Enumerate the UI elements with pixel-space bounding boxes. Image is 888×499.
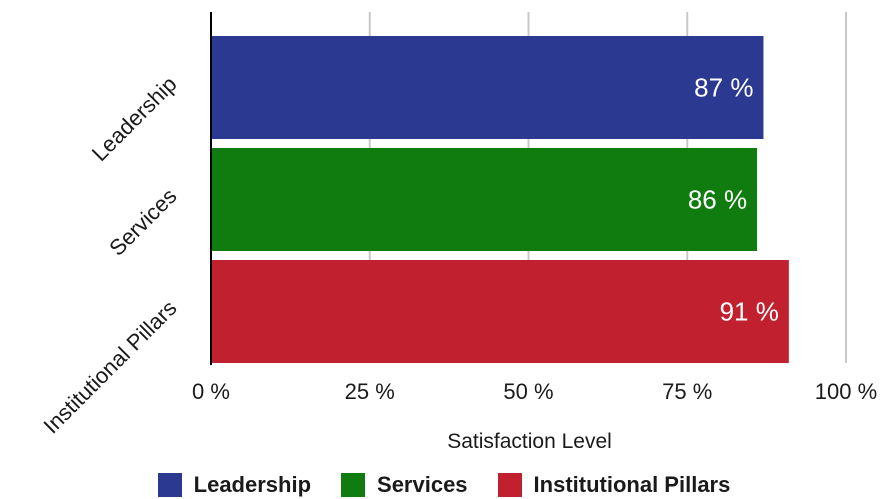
bar-services[interactable]: [211, 148, 758, 251]
legend-swatch-leadership: [157, 472, 182, 497]
x-tick-label: 0 %: [192, 379, 230, 404]
legend-swatch-institutional-pillars: [497, 472, 522, 497]
y-tick-label: Institutional Pillars: [38, 295, 181, 438]
x-axis-title: Satisfaction Level: [447, 430, 612, 453]
y-tick-label: Services: [104, 183, 181, 260]
legend-label-leadership: Leadership: [193, 471, 312, 497]
data-label: 91 %: [720, 297, 779, 327]
legend: Leadership Services Institutional Pillar…: [0, 470, 888, 499]
bar-leadership[interactable]: [211, 36, 764, 139]
legend-item-services[interactable]: Services: [341, 472, 468, 498]
y-tick-label: Leadership: [87, 71, 182, 166]
x-tick-label: 75 %: [662, 379, 712, 404]
legend-item-institutional-pillars[interactable]: Institutional Pillars: [497, 471, 731, 498]
data-label: 86 %: [688, 185, 747, 215]
x-tick-label: 25 %: [345, 379, 395, 404]
legend-label-services: Services: [377, 471, 468, 497]
legend-swatch-services: [341, 472, 366, 497]
x-tick-label: 100 %: [815, 379, 877, 404]
bar-institutional-pillars[interactable]: [211, 260, 789, 363]
bars: [211, 36, 789, 363]
legend-item-leadership[interactable]: Leadership: [157, 471, 312, 498]
x-tick-label: 50 %: [503, 379, 553, 404]
data-label: 87 %: [694, 73, 753, 103]
legend-label-institutional-pillars: Institutional Pillars: [533, 471, 731, 497]
